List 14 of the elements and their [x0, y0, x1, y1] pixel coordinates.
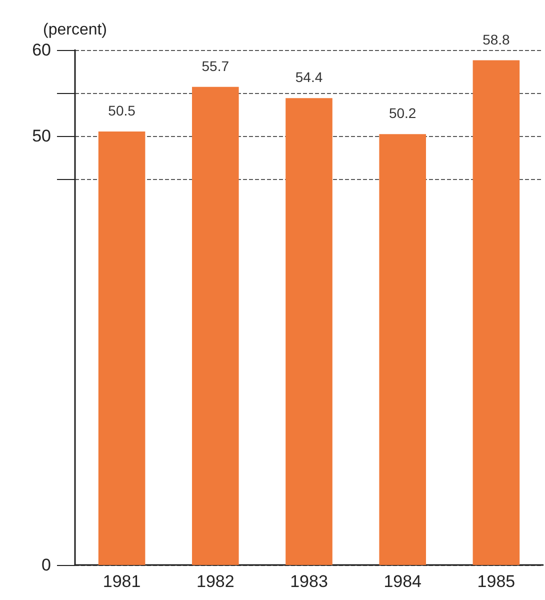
- x-tick-label: 1981: [102, 572, 141, 591]
- y-tick-label: 0: [42, 556, 51, 574]
- data-label: 50.5: [108, 102, 136, 119]
- x-tick-label: 1985: [477, 572, 516, 591]
- x-tick-label: 1984: [384, 572, 422, 591]
- y-tick-label: 60: [32, 40, 51, 60]
- data-label: 54.4: [295, 69, 323, 86]
- data-label: 58.8: [482, 31, 510, 48]
- y-axis-title: (percent): [42, 22, 108, 38]
- data-label: 55.7: [202, 58, 230, 74]
- data-label: 50.2: [388, 105, 416, 122]
- y-tick-label: 50: [32, 126, 51, 146]
- x-tick-label: 1982: [196, 572, 234, 591]
- x-tick-label: 1983: [290, 572, 328, 591]
